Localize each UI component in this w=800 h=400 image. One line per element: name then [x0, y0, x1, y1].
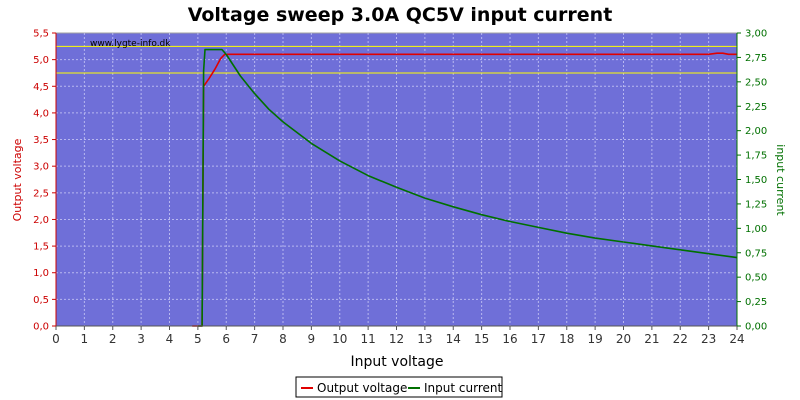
y-left-tick-label: 5,5 — [33, 29, 49, 40]
y-right-tick-label: 0,50 — [745, 273, 767, 284]
x-tick-label: 8 — [279, 332, 287, 346]
y-right-tick-label: 2,25 — [745, 102, 767, 113]
y-right-tick-label: 0,00 — [745, 322, 767, 333]
y-right-tick-label: 1,50 — [745, 175, 767, 186]
y-right-tick-label: 0,25 — [745, 297, 767, 308]
y-left-tick-label: 4,5 — [33, 82, 49, 93]
x-tick-label: 20 — [616, 332, 631, 346]
grid-lines — [56, 33, 737, 326]
series-line-input-current — [197, 48, 738, 327]
legend-label-input-current: Input current — [424, 381, 502, 395]
x-tick-label: 17 — [531, 332, 546, 346]
y-left-tick-label: 2,5 — [33, 188, 49, 199]
y-right-tick-label: 0,75 — [745, 248, 767, 259]
x-tick-label: 1 — [81, 332, 89, 346]
tick-labels: 0 1 2 3 4 5 6 7 8 9 10 11 12 13 14 15 16 17 18 19 20 21 22 23 24… — [33, 29, 767, 347]
y-right-tick-label: 1,25 — [745, 199, 767, 210]
x-tick-label: 24 — [729, 332, 744, 346]
x-tick-label: 2 — [109, 332, 117, 346]
y-right-tick-label: 2,00 — [745, 126, 767, 137]
x-tick-label: 5 — [194, 332, 202, 346]
y-left-tick-label: 5,0 — [33, 55, 49, 66]
y-left-axis-title: Output voltage — [11, 138, 24, 221]
x-tick-label: 10 — [332, 332, 347, 346]
x-tick-label: 7 — [251, 332, 259, 346]
chart-title: Voltage sweep 3.0A QC5V input current — [188, 4, 613, 26]
x-tick-label: 18 — [559, 332, 574, 346]
x-axis-title: Input voltage — [350, 354, 443, 370]
y-left-tick-label: 4,0 — [33, 108, 49, 119]
y-right-tick-label: 3,00 — [745, 29, 767, 40]
x-tick-label: 6 — [222, 332, 230, 346]
x-tick-label: 9 — [308, 332, 316, 346]
x-tick-label: 0 — [52, 332, 60, 346]
x-tick-label: 19 — [587, 332, 602, 346]
axes — [52, 32, 741, 330]
x-tick-label: 14 — [446, 332, 461, 346]
y-right-tick-label: 1,75 — [745, 151, 767, 162]
y-right-axis-title: input current — [774, 144, 787, 216]
y-right-tick-label: 2,50 — [745, 77, 767, 88]
y-left-tick-label: 0,5 — [33, 295, 49, 306]
x-tick-label: 3 — [137, 332, 145, 346]
x-tick-label: 12 — [389, 332, 404, 346]
reference-lines — [56, 45, 737, 74]
x-tick-label: 16 — [502, 332, 517, 346]
legend-box — [295, 376, 503, 398]
x-tick-label: 4 — [166, 332, 174, 346]
x-tick-label: 21 — [644, 332, 659, 346]
y-left-tick-label: 1,0 — [33, 268, 49, 279]
y-left-tick-label: 0,0 — [33, 322, 49, 333]
x-tick-label: 13 — [417, 332, 432, 346]
y-left-tick-label: 3,5 — [33, 135, 49, 146]
y-left-tick-label: 3,0 — [33, 162, 49, 173]
series-layer — [192, 48, 738, 327]
x-tick-label: 22 — [673, 332, 688, 346]
y-right-tick-label: 2,75 — [745, 53, 767, 64]
y-right-tick-label: 1,00 — [745, 224, 767, 235]
y-left-tick-label: 1,5 — [33, 242, 49, 253]
x-tick-label: 15 — [474, 332, 489, 346]
watermark: www.lygte-info.dk — [90, 39, 171, 49]
x-tick-label: 23 — [701, 332, 716, 346]
legend: Output voltage Input current — [295, 376, 503, 398]
x-tick-label: 11 — [360, 332, 375, 346]
legend-label-output-voltage: Output voltage — [317, 381, 407, 395]
y-left-tick-label: 2,0 — [33, 215, 49, 226]
